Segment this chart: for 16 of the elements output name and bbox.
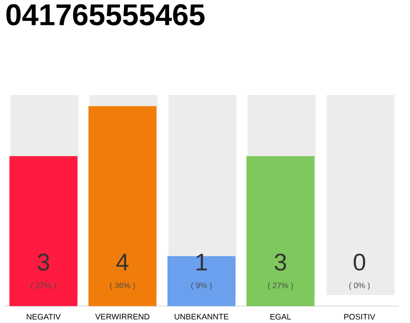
x-tick-label: VERWIRREND xyxy=(95,314,150,320)
data-label: ( 36% ) xyxy=(110,282,135,290)
data-label: ( 9% ) xyxy=(191,282,212,290)
x-tick-label: EGAL xyxy=(270,314,291,320)
annotation: 0 xyxy=(354,254,366,271)
data-label: ( 27% ) xyxy=(31,282,56,290)
x-tick-label: UNBEKANNTE xyxy=(174,314,228,320)
x-tick-label: NEGATIV xyxy=(26,314,61,320)
annotation: 1 xyxy=(196,254,207,270)
data-label: ( 0% ) xyxy=(349,282,370,290)
annotation: 4 xyxy=(116,254,128,270)
chart-title: 041765555465 xyxy=(6,4,205,26)
x-tick-label: POSITIV xyxy=(344,314,376,320)
data-label: ( 27% ) xyxy=(268,282,293,290)
annotation: 3 xyxy=(274,254,286,271)
annotation: 3 xyxy=(38,254,50,271)
